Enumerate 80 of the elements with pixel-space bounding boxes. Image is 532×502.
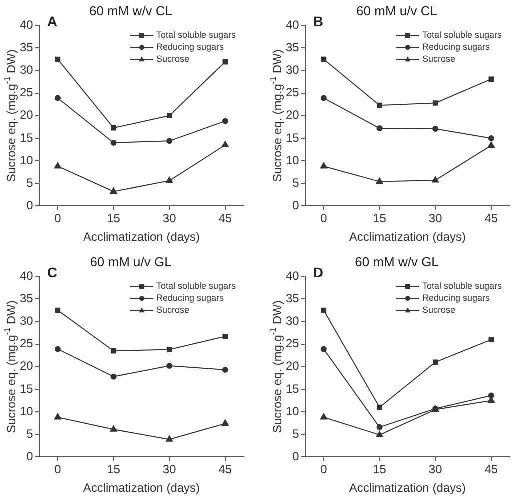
y-tick-label: 25 <box>20 86 34 100</box>
y-tick-label: 15 <box>286 130 300 145</box>
y-tick-label: 20 <box>20 108 34 122</box>
y-axis-title: Sucrose eq. (mg.g-1 DW) <box>3 300 18 434</box>
y-tick-label: 35 <box>20 291 34 306</box>
y-axis-title: Sucrose eq. (mg.g-1 DW) <box>269 50 284 182</box>
x-tick-label: 0 <box>54 212 62 226</box>
annotation: A <box>47 13 58 30</box>
y-tick-label: 20 <box>286 359 300 374</box>
y-tick-label: 15 <box>286 382 300 396</box>
y-tick-label: 40 <box>20 268 34 283</box>
chart-title: 60 mM u/v GL <box>90 254 172 270</box>
x-tick-label: 30 <box>162 212 177 226</box>
y-tick-label: 35 <box>286 40 300 54</box>
y-axis-title: Sucrose eq. (mg.g-1 DW) <box>3 50 18 182</box>
x-axis-title: Acclimatization (days) <box>83 230 200 244</box>
x-tick-label: 15 <box>373 212 387 226</box>
x-axis-title: Acclimatization (days) <box>83 481 200 496</box>
y-tick-label: 30 <box>286 63 300 78</box>
x-axis-title: Acclimatization (days) <box>349 481 466 496</box>
y-tick-label: 30 <box>20 314 34 328</box>
x-tick-label: 45 <box>218 462 232 477</box>
x-tick-label: 30 <box>428 212 443 226</box>
x-tick-label: 0 <box>320 462 328 477</box>
chart-title: 60 mM w/v GL <box>355 254 439 270</box>
y-tick-label: 25 <box>20 336 34 351</box>
legend-label: Total soluble sugars <box>422 30 502 40</box>
x-tick-label: 45 <box>218 212 232 226</box>
x-tick-label: 15 <box>373 462 387 477</box>
y-tick-label: 20 <box>286 108 300 122</box>
x-tick-label: 0 <box>320 212 328 226</box>
legend-label: Sucrose <box>422 305 456 316</box>
y-tick-label: 0 <box>292 198 300 213</box>
x-tick-label: 30 <box>428 462 443 477</box>
chart-title: 60 mM u/v CL <box>356 3 438 18</box>
y-tick-label: 40 <box>286 268 300 283</box>
y-tick-label: 10 <box>20 404 34 418</box>
x-tick-label: 15 <box>107 212 121 226</box>
y-tick-label: 10 <box>286 153 300 168</box>
legend-label: Total soluble sugars <box>156 30 236 40</box>
legend-label: Sucrose <box>156 54 190 64</box>
x-tick-label: 0 <box>54 462 62 477</box>
legend-label: Reducing sugars <box>422 293 490 304</box>
y-tick-label: 35 <box>286 291 300 306</box>
y-tick-label: 25 <box>286 86 300 100</box>
y-tick-label: 5 <box>26 176 34 190</box>
y-tick-label: 25 <box>286 336 300 351</box>
legend-label: Sucrose <box>156 305 190 316</box>
y-tick-label: 5 <box>292 176 300 190</box>
legend-label: Reducing sugars <box>156 42 224 52</box>
y-tick-label: 30 <box>20 63 34 78</box>
chart-title: 60 mM w/v CL <box>89 3 173 18</box>
x-axis-title: Acclimatization (days) <box>349 230 466 244</box>
y-tick-label: 40 <box>20 18 34 32</box>
annotation: B <box>313 13 324 30</box>
y-tick-label: 15 <box>20 130 34 145</box>
x-tick-label: 45 <box>484 462 498 477</box>
y-tick-label: 10 <box>286 404 300 418</box>
y-tick-label: 0 <box>292 450 300 464</box>
y-tick-label: 20 <box>20 359 34 374</box>
x-tick-label: 30 <box>162 462 177 477</box>
legend-label: Total soluble sugars <box>156 281 236 292</box>
x-tick-label: 45 <box>484 212 498 226</box>
y-tick-label: 15 <box>20 382 34 396</box>
y-tick-label: 35 <box>20 40 34 54</box>
legend-label: Sucrose <box>422 54 456 64</box>
x-tick-label: 15 <box>107 462 121 477</box>
y-tick-label: 0 <box>26 450 34 464</box>
legend-label: Reducing sugars <box>156 293 224 304</box>
annotation: D <box>313 264 324 280</box>
y-tick-label: 30 <box>286 314 300 328</box>
y-tick-label: 10 <box>20 153 34 168</box>
y-axis-title: Sucrose eq. (mg.g-1 DW) <box>269 300 284 434</box>
y-tick-label: 0 <box>26 198 34 213</box>
y-tick-label: 40 <box>286 18 300 32</box>
legend-label: Total soluble sugars <box>422 281 502 292</box>
annotation: C <box>47 264 58 280</box>
legend-label: Reducing sugars <box>422 42 490 52</box>
y-tick-label: 5 <box>292 426 300 441</box>
y-tick-label: 5 <box>26 426 34 441</box>
